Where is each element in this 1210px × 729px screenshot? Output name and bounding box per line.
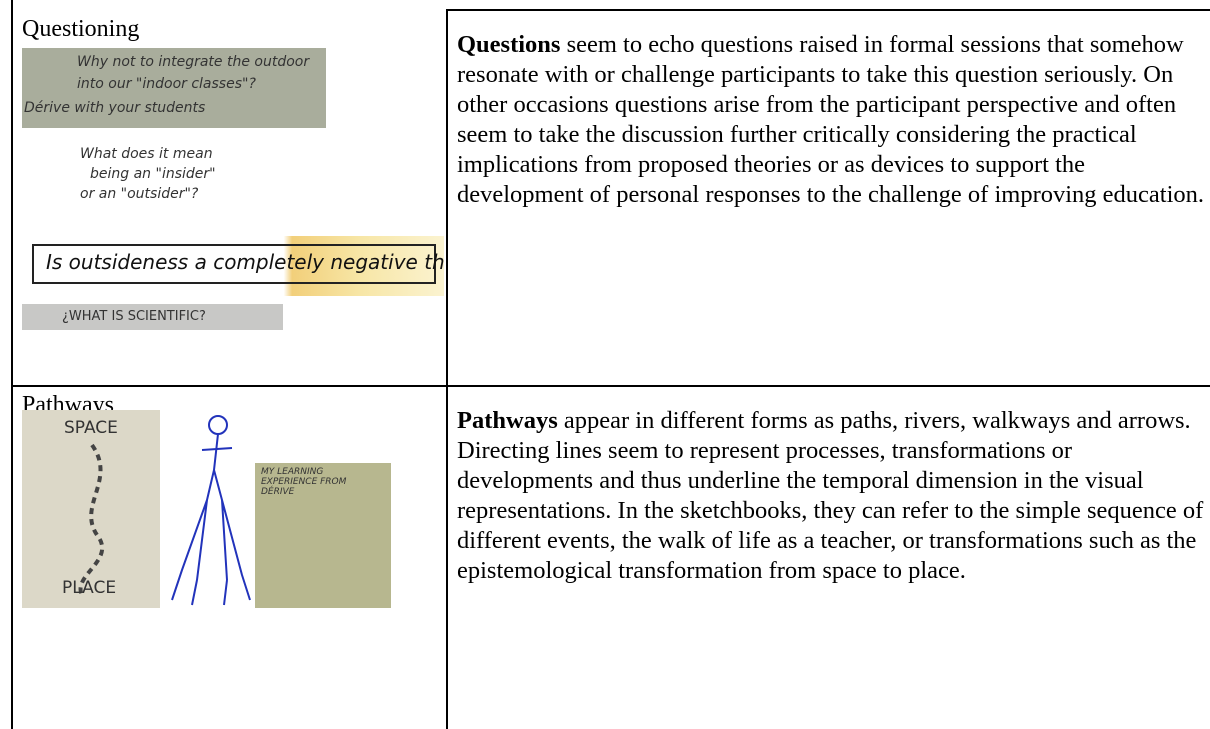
sketch-image: What does it mean being an "insider" or … <box>40 140 240 220</box>
figure-drawing <box>171 415 251 606</box>
paragraph: Pathways appear in different forms as pa… <box>457 406 1205 586</box>
sketch-text: What does it mean <box>80 146 213 162</box>
row-label: Questioning <box>22 16 140 42</box>
table-border <box>11 0 13 729</box>
sketch-image <box>162 410 252 608</box>
sketch-text: Dérive with your students <box>24 100 206 116</box>
sketch-text: SPACE <box>64 418 118 438</box>
table-border <box>446 9 1210 11</box>
bold-term: Pathways <box>457 407 558 434</box>
sketch-text: MY LEARNING EXPERIENCE FROM DÉRIVE <box>261 467 347 497</box>
sketch-text: ¿WHAT IS SCIENTIFIC? <box>62 309 206 324</box>
sketch-image: SPACE PLACE <box>22 410 160 608</box>
table-border <box>11 385 1210 387</box>
paragraph-text: seem to echo questions raised in formal … <box>457 31 1205 208</box>
sketch-text: PLACE <box>62 578 117 598</box>
paragraph-text: appear in different forms as paths, rive… <box>457 407 1204 584</box>
sketch-text: into our "indoor classes"? <box>77 76 256 92</box>
sketch-text: being an "insider" <box>90 166 216 182</box>
sketch-image: Is outsideness a completely negative thi… <box>22 236 444 296</box>
sketch-image: Why not to integrate the outdoor into ou… <box>22 48 326 128</box>
table-border <box>446 10 448 729</box>
sketch-text: Why not to integrate the outdoor <box>77 54 310 70</box>
sketch-text: Is outsideness a completely negative thi… <box>46 250 444 274</box>
bold-term: Questions <box>457 31 561 58</box>
sketch-text: or an "outsider"? <box>80 186 199 202</box>
sketch-image: ¿WHAT IS SCIENTIFIC? <box>22 304 283 330</box>
paragraph: Questions seem to echo questions raised … <box>457 30 1205 210</box>
sketch-image: MY LEARNING EXPERIENCE FROM DÉRIVE <box>255 463 391 608</box>
